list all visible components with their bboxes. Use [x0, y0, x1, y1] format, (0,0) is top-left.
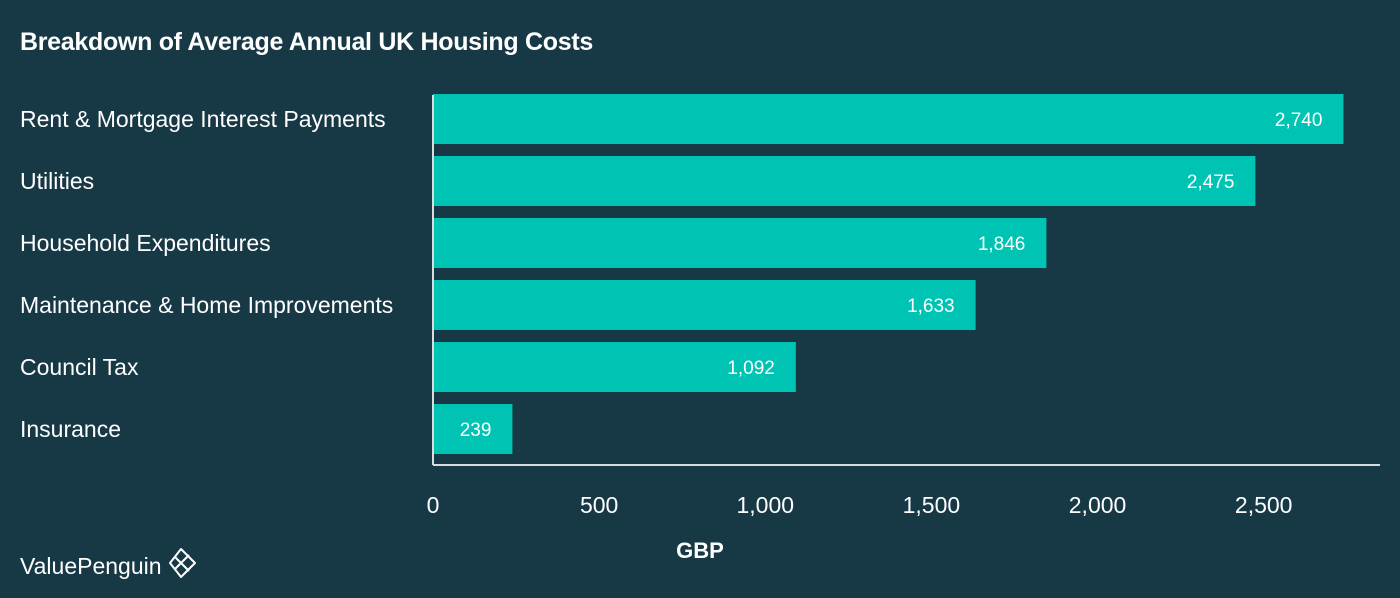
x-tick-label: 1,500	[903, 492, 961, 518]
brand-name: ValuePenguin	[20, 552, 162, 579]
category-labels-group: Rent & Mortgage Interest Payments Utiliti…	[20, 106, 393, 442]
bar	[433, 404, 513, 454]
bar	[433, 94, 1344, 144]
x-tick-label: 2,000	[1069, 492, 1127, 518]
bar	[433, 218, 1047, 268]
x-tick-label: 500	[580, 492, 618, 518]
bar	[433, 342, 796, 392]
bar-value-label: 1,846	[978, 234, 1026, 255]
category-label: Insurance	[20, 416, 121, 442]
category-label: Rent & Mortgage Interest Payments	[20, 106, 386, 132]
x-tick-labels-group: 0 500 1,000 1,500 2,000 2,500	[427, 492, 1293, 518]
bars-group: 2,740 2,475 1,846 1,633 1,092 239	[433, 94, 1344, 454]
bar-value-label: 1,633	[907, 296, 955, 317]
x-tick-label: 1,000	[736, 492, 794, 518]
category-label: Household Expenditures	[20, 230, 271, 256]
x-tick-label: 2,500	[1235, 492, 1293, 518]
bar-value-label: 2,475	[1187, 172, 1235, 193]
category-label: Maintenance & Home Improvements	[20, 292, 393, 318]
bar-value-label: 1,092	[727, 358, 775, 379]
valuepenguin-logo-icon	[167, 547, 199, 585]
axes-group	[432, 95, 1380, 466]
bar	[433, 156, 1256, 206]
brand-logo: ValuePenguin	[20, 547, 199, 585]
chart-title: Breakdown of Average Annual UK Housing C…	[20, 28, 593, 56]
bar-value-label: 2,740	[1275, 110, 1323, 131]
bar	[433, 280, 976, 330]
category-label: Utilities	[20, 168, 94, 194]
x-tick-label: 0	[427, 492, 440, 518]
category-label: Council Tax	[20, 354, 139, 380]
bar-value-label: 239	[460, 420, 492, 441]
x-axis-title: GBP	[676, 538, 724, 563]
